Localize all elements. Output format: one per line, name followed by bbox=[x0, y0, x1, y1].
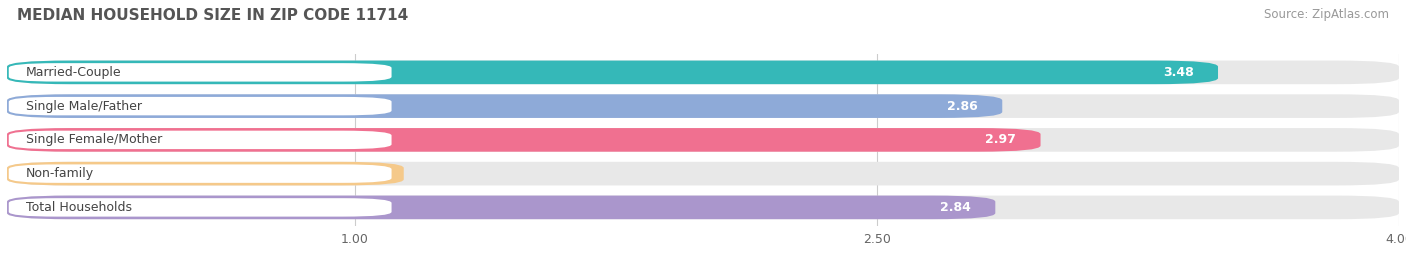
FancyBboxPatch shape bbox=[7, 94, 1002, 118]
FancyBboxPatch shape bbox=[8, 198, 391, 217]
FancyBboxPatch shape bbox=[8, 63, 391, 82]
Text: Married-Couple: Married-Couple bbox=[27, 66, 122, 79]
FancyBboxPatch shape bbox=[8, 131, 391, 149]
Text: Source: ZipAtlas.com: Source: ZipAtlas.com bbox=[1264, 8, 1389, 21]
FancyBboxPatch shape bbox=[8, 97, 391, 115]
Text: Single Female/Mother: Single Female/Mother bbox=[27, 133, 163, 146]
FancyBboxPatch shape bbox=[7, 61, 1218, 84]
Text: 1.14: 1.14 bbox=[349, 167, 380, 180]
FancyBboxPatch shape bbox=[8, 164, 391, 183]
FancyBboxPatch shape bbox=[7, 162, 404, 185]
Text: MEDIAN HOUSEHOLD SIZE IN ZIP CODE 11714: MEDIAN HOUSEHOLD SIZE IN ZIP CODE 11714 bbox=[17, 8, 408, 23]
FancyBboxPatch shape bbox=[7, 196, 995, 219]
Text: 3.48: 3.48 bbox=[1163, 66, 1194, 79]
FancyBboxPatch shape bbox=[7, 128, 1040, 152]
FancyBboxPatch shape bbox=[7, 196, 1399, 219]
Text: Single Male/Father: Single Male/Father bbox=[27, 100, 142, 113]
Text: Non-family: Non-family bbox=[27, 167, 94, 180]
FancyBboxPatch shape bbox=[7, 94, 1399, 118]
Text: 2.97: 2.97 bbox=[986, 133, 1017, 146]
FancyBboxPatch shape bbox=[7, 162, 1399, 185]
Text: Total Households: Total Households bbox=[27, 201, 132, 214]
Text: 2.84: 2.84 bbox=[941, 201, 972, 214]
FancyBboxPatch shape bbox=[7, 128, 1399, 152]
FancyBboxPatch shape bbox=[7, 61, 1399, 84]
Text: 2.86: 2.86 bbox=[948, 100, 979, 113]
